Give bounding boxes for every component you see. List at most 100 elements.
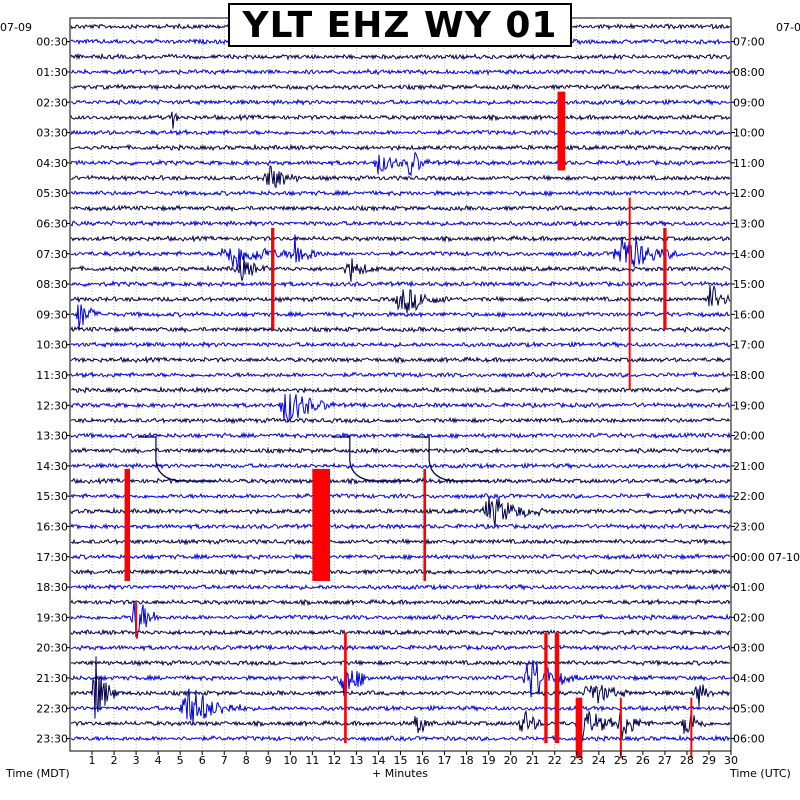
left-time-label: 03:30 (36, 127, 68, 140)
x-tick-label: 29 (702, 754, 716, 767)
x-tick-label: 25 (614, 754, 628, 767)
left-time-label: 02:30 (36, 96, 68, 109)
left-time-label: 11:30 (36, 369, 68, 382)
seismic-trace-line (70, 552, 731, 561)
seismic-trace-line (70, 204, 731, 213)
x-tick-label: 11 (305, 754, 319, 767)
x-tick-label: 9 (265, 754, 272, 767)
clipped-amplitude-bar (557, 91, 566, 171)
right-time-label: 10:00 (733, 127, 765, 140)
seismic-trace-line (70, 583, 731, 592)
right-time-label: 18:00 (733, 369, 765, 382)
seismic-trace-line (70, 656, 731, 719)
clipped-amplitude-bar (628, 197, 631, 391)
clipped-amplitude-bar (663, 227, 667, 330)
seismic-trace-line (70, 256, 731, 282)
left-time-label: 20:30 (36, 642, 68, 655)
right-time-label: 02:00 (733, 611, 765, 624)
right-time-label: 07:00 (733, 36, 765, 49)
seismic-trace-line (70, 98, 731, 107)
right-time-label: 03:00 (733, 642, 765, 655)
clipped-amplitude-bar (690, 697, 693, 759)
right-time-label: 15:00 (733, 278, 765, 291)
clipped-amplitude-bar (544, 632, 548, 744)
x-tick-label: 17 (438, 754, 452, 767)
x-tick-label: 26 (636, 754, 650, 767)
x-tick-label: 4 (155, 754, 162, 767)
right-time-label: 01:00 (733, 581, 765, 594)
grid-layer (91, 18, 710, 751)
seismic-trace-line (70, 431, 731, 440)
left-time-label: 01:30 (36, 66, 68, 79)
right-time-label: 21:00 (733, 460, 765, 473)
x-tick-label: 24 (592, 754, 606, 767)
clipped-amplitude-bar (124, 468, 131, 581)
seismic-trace-line (71, 83, 731, 91)
left-time-label: 15:30 (36, 490, 68, 503)
seismic-trace-line (70, 660, 731, 698)
right-time-label: 16:00 (733, 308, 765, 321)
seismic-trace-line (70, 219, 731, 228)
axis-layer: 1 2 3 4 5 6 7 8 9 10 11 12 13 14 15 16 17 18 19 20 21 22 23 24 2… (0, 21, 800, 780)
x-tick-label: 21 (526, 754, 540, 767)
left-time-label: 18:30 (36, 581, 68, 594)
seismic-trace-line (70, 600, 731, 639)
next-date-label: 07-10 (768, 551, 800, 564)
clipped-amplitude-bar (423, 468, 427, 581)
left-time-label: 14:30 (36, 460, 68, 473)
right-time-label: 22:00 (733, 490, 765, 503)
x-tick-label: 13 (349, 754, 363, 767)
left-time-label: 22:30 (36, 702, 68, 715)
left-time-label: 23:30 (36, 733, 68, 746)
x-tick-label: 12 (327, 754, 341, 767)
clipped-amplitude-bar (271, 227, 275, 330)
clipped-amplitude-bar (575, 697, 583, 759)
left-time-label: 13:30 (36, 430, 68, 443)
clip-layer (124, 91, 693, 759)
seismic-trace-line (70, 446, 731, 455)
right-time-label: 17:00 (733, 339, 765, 352)
right-time-label: 09:00 (733, 96, 765, 109)
x-tick-label: 28 (680, 754, 694, 767)
left-time-label: 06:30 (36, 217, 68, 230)
right-time-label: 23:00 (733, 520, 765, 533)
seismic-trace-line (70, 385, 731, 394)
x-tick-label: 2 (111, 754, 118, 767)
seismic-trace-line (70, 325, 731, 334)
x-tick-label: 8 (243, 754, 250, 767)
clipped-amplitude-bar (135, 602, 138, 638)
step-response-trace (411, 436, 490, 482)
seismic-trace-line (70, 496, 731, 528)
right-time-label: 08:00 (733, 66, 765, 79)
seismic-trace-line (70, 143, 731, 152)
left-time-label: 17:30 (36, 551, 68, 564)
chart-title-box: YLT EHZ WY 01 (228, 3, 572, 47)
right-date-label: 07-0 (776, 21, 800, 34)
left-time-label: 21:30 (36, 672, 68, 685)
x-tick-label: 27 (658, 754, 672, 767)
x-tick-label: 30 (724, 754, 738, 767)
x-tick-label: 16 (416, 754, 430, 767)
left-axis-label: Time (MDT) (5, 767, 70, 780)
seismic-trace-line (70, 234, 731, 268)
step-response-trace (137, 436, 216, 482)
left-time-label: 19:30 (36, 611, 68, 624)
seismic-trace-line (70, 643, 731, 652)
seismic-trace-line (70, 628, 731, 637)
right-time-label: 00:00 (733, 551, 765, 564)
right-time-label: 14:00 (733, 248, 765, 261)
left-date-label: 07-09 (0, 21, 32, 34)
left-time-label: 10:30 (36, 339, 68, 352)
right-time-label: 13:00 (733, 217, 765, 230)
left-time-label: 09:30 (36, 308, 68, 321)
seismic-trace-line (70, 111, 731, 129)
clipped-amplitude-bar (344, 632, 347, 744)
right-time-label: 20:00 (733, 430, 765, 443)
x-tick-label: 10 (283, 754, 297, 767)
x-tick-label: 3 (133, 754, 140, 767)
x-tick-label: 1 (89, 754, 96, 767)
clipped-amplitude-bar (312, 468, 330, 581)
right-time-label: 12:00 (733, 187, 765, 200)
x-tick-label: 15 (394, 754, 408, 767)
left-time-label: 00:30 (36, 36, 68, 49)
